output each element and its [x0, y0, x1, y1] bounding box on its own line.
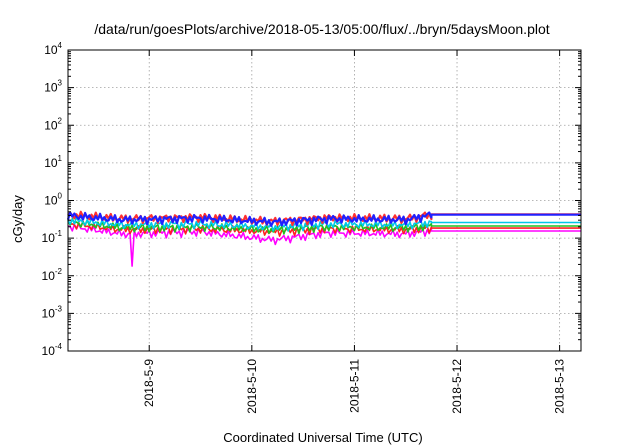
grid [68, 50, 581, 351]
y-tick-label: 10-4 [42, 342, 63, 358]
x-tick-label: 2018-5-9 [142, 359, 156, 407]
x-tick-label: 2018-5-13 [553, 359, 567, 414]
x-tick-label: 2018-5-12 [450, 359, 464, 414]
y-tick-label: 10-2 [42, 267, 63, 283]
y-tick-label: 10-3 [42, 304, 63, 320]
x-tick-label: 2018-5-10 [245, 359, 259, 414]
series-line [67, 219, 581, 237]
series-line [67, 216, 581, 232]
ticks [68, 49, 581, 352]
y-tick-label: 101 [44, 154, 62, 170]
y-axis-label: cGy/day [10, 195, 25, 243]
y-tick-labels: 10-4 10-3 10-2 10-1 100 101 102 103 104 [42, 41, 63, 358]
chart-title: /data/run/goesPlots/archive/2018-05-13/0… [94, 21, 549, 37]
y-tick-label: 10-1 [42, 229, 63, 245]
x-tick-labels: 2018-5-9 2018-5-10 2018-5-11 2018-5-12 2018-… [142, 359, 566, 414]
y-tick-label: 100 [44, 192, 62, 208]
series-group [66, 210, 581, 267]
x-axis-label: Coordinated Universal Time (UTC) [223, 430, 422, 445]
y-tick-label: 103 [44, 79, 62, 95]
series-line [66, 211, 581, 227]
x-tick-label: 2018-5-11 [347, 359, 361, 413]
y-tick-label: 102 [44, 116, 62, 132]
y-tick-label: 104 [44, 41, 62, 57]
